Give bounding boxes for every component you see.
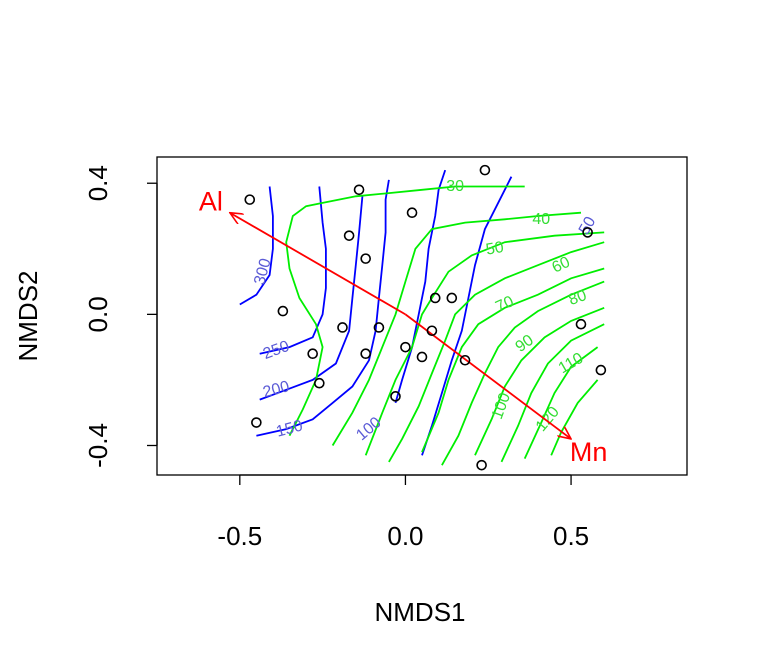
contour-label-mn-90: 90	[513, 332, 537, 356]
contour-label-al-200: 200	[261, 378, 291, 401]
site-point-19	[459, 354, 471, 366]
contour-label-al-50: 50	[576, 214, 600, 238]
site-point-7	[360, 253, 371, 264]
site-point-16	[400, 341, 411, 353]
contour-label-mn-30: 30	[446, 178, 464, 195]
site-point-22	[390, 391, 401, 402]
site-point-18	[575, 318, 587, 330]
contour-label-al-300: 300	[251, 257, 274, 287]
site-point-20	[595, 364, 607, 376]
contour-line-mn-110	[523, 346, 599, 459]
site-point-2	[353, 184, 365, 196]
contour-line-al-unlabeled-5	[421, 176, 513, 456]
vector-label-al: Al	[199, 187, 223, 217]
y-tick-label: 0.4	[83, 165, 113, 201]
site-point-14	[307, 348, 318, 360]
contour-line-mn-50	[364, 231, 605, 456]
contour-line-al-250	[259, 186, 327, 355]
contour-label-mn-110: 110	[556, 350, 587, 378]
contour-line-mn-70	[421, 267, 605, 453]
site-point-12	[373, 322, 385, 333]
contour-label-mn-80: 80	[566, 287, 589, 309]
x-axis: -0.5 0.0 0.5	[217, 474, 589, 551]
contour-line-mn-40	[331, 211, 582, 446]
contour-line-mn-30	[285, 185, 525, 437]
contour-label-mn-40: 40	[532, 211, 550, 228]
vector-arrow-al	[230, 213, 406, 316]
contour-line-mn-100	[500, 323, 605, 463]
x-tick-label: -0.5	[217, 521, 262, 551]
x-tick-label: 0.0	[387, 521, 423, 551]
site-point-5	[343, 230, 355, 241]
site-point-13	[426, 325, 438, 337]
contour-layer	[239, 169, 605, 466]
y-tick-label: 0.0	[83, 296, 113, 332]
site-point-8	[277, 305, 289, 317]
site-point-4	[406, 207, 418, 219]
contour-line-mn-90	[474, 306, 605, 456]
y-axis-title: NMDS2	[13, 270, 43, 361]
x-axis-title: NMDS1	[374, 597, 465, 627]
contour-line-mn-80	[441, 280, 605, 466]
contour-label-mn-60: 60	[549, 254, 572, 277]
contour-line-al-200	[259, 196, 364, 401]
contour-line-al-100	[394, 169, 447, 404]
site-point-15	[360, 348, 371, 360]
contour-label-mn-50: 50	[485, 239, 506, 259]
y-tick-label: -0.4	[83, 423, 113, 468]
site-point-1	[479, 164, 491, 176]
site-point-24	[476, 459, 487, 471]
x-tick-label: 0.5	[553, 521, 589, 551]
site-point-17	[416, 351, 428, 363]
site-point-9	[429, 292, 441, 304]
contour-line-mn-60	[388, 241, 605, 463]
site-point-21	[314, 377, 325, 389]
site-point-10	[446, 292, 458, 304]
contour-label-mn-70: 70	[493, 293, 516, 316]
contour-label-al-250: 250	[261, 338, 292, 363]
y-axis: -0.4 0.0 0.4	[83, 165, 158, 468]
site-point-11	[337, 322, 348, 333]
vector-layer: Al Mn	[199, 187, 608, 467]
site-point-23	[251, 417, 262, 428]
contour-label-al-150: 150	[274, 417, 304, 440]
contour-line-mn-120	[550, 379, 599, 456]
vector-label-mn: Mn	[570, 437, 608, 467]
site-point-6	[582, 227, 593, 238]
site-point-3	[244, 194, 256, 205]
contour-label-mn-100: 100	[489, 391, 514, 422]
contour-line-al-300	[239, 186, 274, 306]
contour-line-al-150	[256, 179, 390, 437]
point-layer	[244, 164, 607, 471]
